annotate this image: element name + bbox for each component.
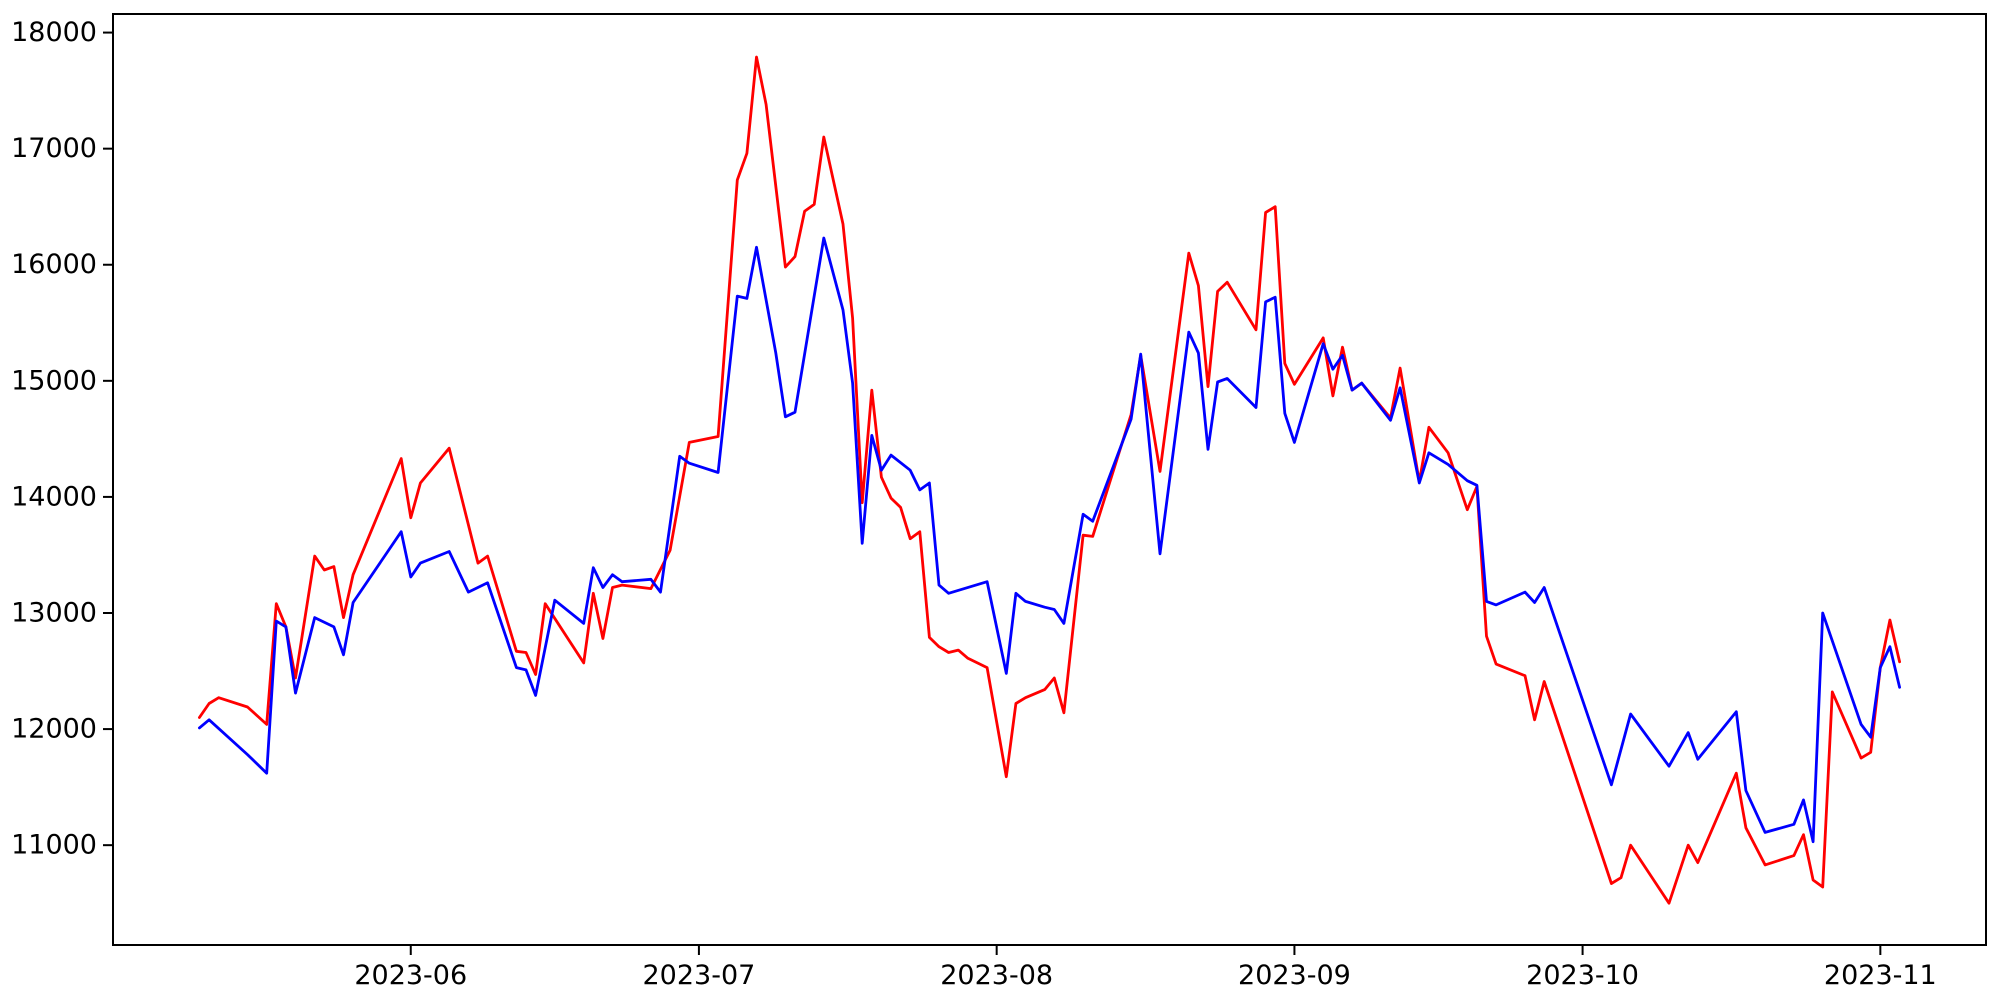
x-axis-tick-label: 2023-09 — [1238, 960, 1351, 991]
y-axis-tick-label: 17000 — [11, 133, 97, 164]
x-axis-tick-label: 2023-11 — [1824, 960, 1937, 991]
series-red-line — [197, 55, 1901, 905]
plot-area-spines — [112, 13, 1987, 946]
y-axis-tick-label: 12000 — [11, 714, 97, 745]
y-axis-tick-label: 13000 — [11, 597, 97, 628]
series-blue-line — [197, 236, 1901, 844]
y-axis-tick-label: 14000 — [11, 481, 97, 512]
x-axis-tick-label: 2023-07 — [643, 960, 756, 991]
y-axis-tick-label: 11000 — [11, 830, 97, 861]
x-axis-tick-label: 2023-10 — [1526, 960, 1639, 991]
x-axis-tick-label: 2023-06 — [354, 960, 467, 991]
y-axis-tick-label: 18000 — [11, 17, 97, 48]
y-axis-tick-label: 15000 — [11, 365, 97, 396]
y-axis-tick-label: 16000 — [11, 249, 97, 280]
x-axis-tick-label: 2023-08 — [940, 960, 1053, 991]
